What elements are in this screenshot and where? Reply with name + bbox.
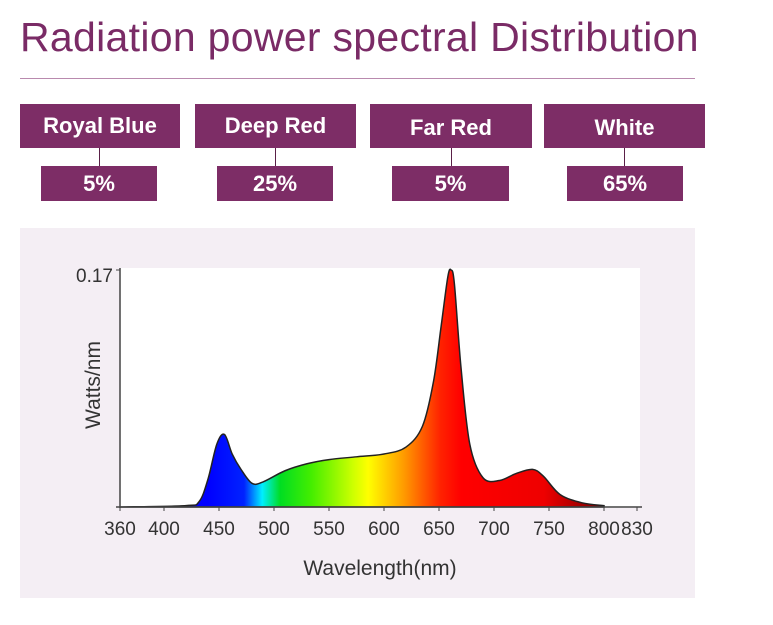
x-tick-label: 650 — [423, 519, 455, 540]
x-tick-label: 600 — [368, 519, 400, 540]
x-tick-label: 500 — [258, 519, 290, 540]
x-axis-label: Wavelength(nm) — [303, 557, 456, 580]
page-title: Radiation power spectral Distribution — [20, 14, 699, 60]
spectrum-area — [119, 268, 605, 508]
connector — [624, 148, 625, 166]
x-tick-label: 830 — [621, 519, 653, 540]
channel-percent-white: 65% — [567, 166, 683, 201]
x-tick-label: 750 — [533, 519, 565, 540]
y-tick-label: 0.17 — [76, 266, 113, 287]
channel-label-white: White — [544, 104, 705, 148]
connector — [99, 148, 100, 166]
channel-label-far-red: Far Red — [370, 104, 532, 148]
connector — [275, 148, 276, 166]
x-tick-label: 450 — [203, 519, 235, 540]
x-tick-label: 360 — [104, 519, 136, 540]
channel-label-royal-blue: Royal Blue — [20, 104, 180, 148]
x-tick-label: 700 — [478, 519, 510, 540]
channel-percent-deep-red: 25% — [217, 166, 333, 201]
connector — [451, 148, 452, 166]
channel-label-deep-red: Deep Red — [195, 104, 356, 148]
x-tick-label: 800 — [588, 519, 620, 540]
channel-percent-far-red: 5% — [392, 166, 509, 201]
channel-percent-royal-blue: 5% — [41, 166, 157, 201]
x-tick-label: 400 — [148, 519, 180, 540]
y-axis-label: Watts/nm — [82, 341, 105, 429]
x-tick-label: 550 — [313, 519, 345, 540]
title-divider — [20, 78, 695, 79]
